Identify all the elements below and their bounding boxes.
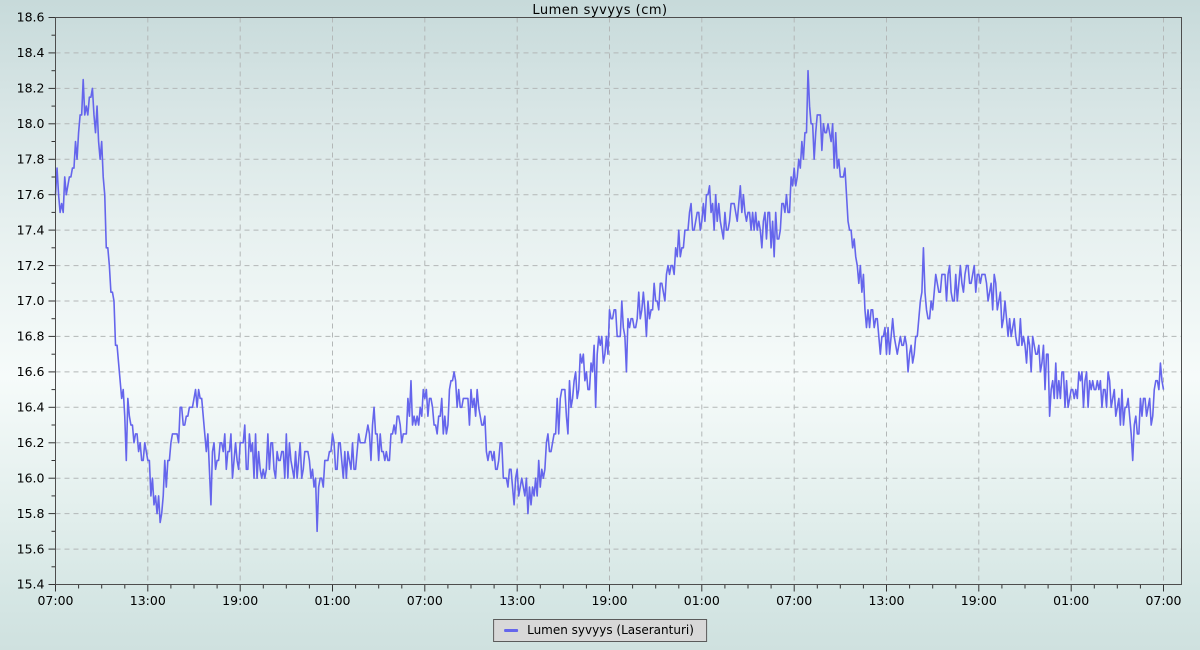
y-tick-label: 16.6 <box>17 364 45 379</box>
y-tick-label: 15.8 <box>17 506 45 521</box>
y-tick-label: 16.2 <box>17 435 45 450</box>
x-tick-label: 07:00 <box>776 593 812 608</box>
x-tick-label: 13:00 <box>868 593 904 608</box>
x-tick-label: 01:00 <box>684 593 720 608</box>
legend-line-icon <box>504 628 519 632</box>
axis-labels: 15.4 15.6 15.8 16.0 16.2 16.4 16.6 16.8 17.0 17.2… <box>17 10 1182 608</box>
x-tick-label: 07:00 <box>407 593 443 608</box>
legend-label: Lumen syvyys (Laseranturi) <box>527 623 694 637</box>
y-tick-label: 16.0 <box>17 470 45 485</box>
x-tick-label: 07:00 <box>37 593 73 608</box>
y-tick-label: 17.2 <box>17 258 45 273</box>
y-tick-label: 18.4 <box>17 45 45 60</box>
x-tick-label: 13:00 <box>130 593 166 608</box>
y-tick-label: 17.4 <box>17 222 45 237</box>
y-tick-label: 16.8 <box>17 329 45 344</box>
x-tick-label: 19:00 <box>591 593 627 608</box>
x-tick-label: 07:00 <box>1145 593 1181 608</box>
y-tick-label: 15.6 <box>17 541 45 556</box>
legend-box: Lumen syvyys (Laseranturi) <box>493 619 707 642</box>
series-line <box>54 69 1165 533</box>
y-tick-label: 18.6 <box>17 10 45 25</box>
x-tick-label: 19:00 <box>222 593 258 608</box>
y-tick-label: 17.6 <box>17 187 45 202</box>
y-tick-label: 17.0 <box>17 293 45 308</box>
y-tick-label: 15.4 <box>17 577 45 592</box>
chart-title: Lumen syvyys (cm) <box>532 3 668 18</box>
y-tick-label: 18.0 <box>17 116 45 131</box>
x-tick-label: 01:00 <box>1053 593 1089 608</box>
axis-ticks <box>48 17 1164 592</box>
x-tick-label: 19:00 <box>961 593 997 608</box>
gridlines <box>55 17 1182 585</box>
y-tick-label: 18.2 <box>17 81 45 96</box>
x-tick-label: 01:00 <box>314 593 350 608</box>
plot-border <box>55 17 1182 585</box>
y-tick-label: 17.8 <box>17 152 45 167</box>
y-tick-label: 16.4 <box>17 400 45 415</box>
x-tick-label: 13:00 <box>499 593 535 608</box>
